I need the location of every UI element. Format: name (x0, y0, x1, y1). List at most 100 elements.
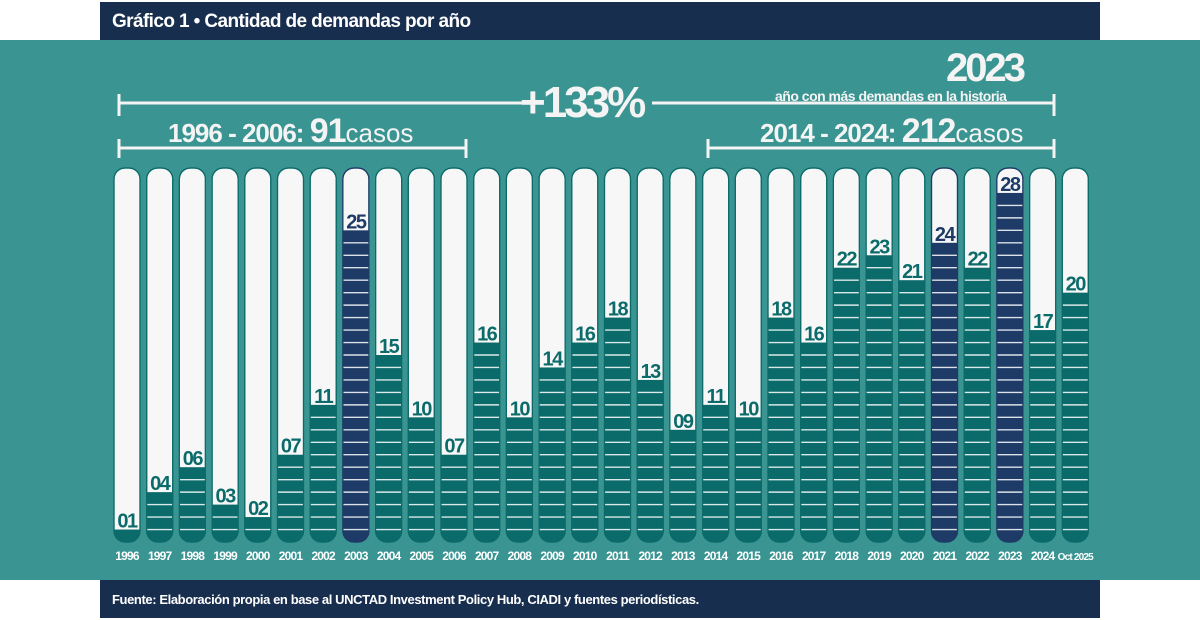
bar (702, 404, 729, 542)
bar-group: 20 Oct 2025 (1058, 167, 1095, 563)
source-note: Fuente: Elaboración propia en base al UN… (112, 592, 699, 607)
data-label: 10 (510, 398, 531, 420)
bar-group: 10 2005 (407, 167, 435, 563)
data-label: 03 (215, 486, 236, 508)
bar-outline (276, 167, 305, 543)
bar-fill-group (996, 192, 1023, 542)
bar-fill-group (1029, 330, 1056, 542)
bar-group: 18 2011 (603, 167, 632, 563)
data-label: 14 (542, 348, 564, 370)
bar-fill-group (1062, 292, 1089, 542)
period1-range: 1996 - 2006: (168, 118, 304, 148)
data-label: 16 (575, 324, 596, 346)
bar-group: 07 2006 (440, 167, 468, 563)
bar-fill-group (702, 404, 729, 542)
bar-outline (571, 167, 599, 543)
bars: 01 1996 04 1997 06 1998 03 1999 02 2000 07 2001 11 20… (113, 167, 1095, 563)
data-label: 24 (935, 224, 957, 246)
bar-outline (178, 167, 206, 543)
bar-group: 09 2013 (669, 167, 697, 563)
bar (114, 529, 140, 542)
x-tick-label: 1997 (148, 549, 173, 563)
bar (637, 379, 664, 542)
data-label: 10 (412, 398, 433, 420)
bar-outline (669, 167, 697, 543)
data-label: 07 (444, 436, 465, 458)
bar-outline (538, 167, 566, 543)
period-brackets (117, 94, 1056, 158)
bar-fill-group (604, 317, 631, 542)
x-tick-label: 2019 (867, 549, 892, 563)
x-tick-label: 2012 (638, 549, 663, 563)
x-tick-label: 2009 (540, 549, 565, 563)
x-tick-label: 1999 (213, 549, 238, 563)
period2-range: 2014 - 2024: (760, 118, 896, 148)
bar-group: 10 2008 (505, 167, 533, 563)
bar-fill-group (964, 267, 991, 542)
bar-group: 11 2002 (309, 167, 337, 563)
period1-unit: casos (345, 118, 414, 148)
bar-fill-group (114, 529, 140, 542)
bar-fill-group (735, 417, 762, 542)
bar-group: 04 1997 (146, 167, 173, 563)
bar (669, 429, 696, 542)
x-tick-label: 2018 (835, 549, 860, 563)
bar (898, 280, 925, 542)
data-label: 10 (739, 398, 760, 420)
bar-group: 03 1999 (211, 167, 239, 563)
bar-group: 14 2009 (538, 167, 566, 563)
bar (277, 454, 304, 542)
period1-label: 1996 - 2006: 91casos (168, 112, 413, 151)
growth-label: +133% (520, 78, 646, 127)
period2-unit: casos (955, 118, 1024, 148)
x-tick-label: 2017 (802, 549, 827, 563)
bar-outline (898, 167, 926, 543)
bar-fill-group (669, 429, 696, 542)
data-label: 13 (641, 361, 662, 383)
bar-group: 23 2019 (865, 167, 893, 563)
bar-outline (636, 167, 664, 543)
bar-fill-group (408, 417, 435, 542)
x-tick-label: 2024 (1031, 549, 1056, 563)
data-label: 07 (281, 436, 302, 458)
x-tick-label: 2002 (311, 549, 336, 563)
x-tick-label: 2022 (965, 549, 990, 563)
data-label: 18 (771, 299, 792, 321)
data-label: 20 (1066, 274, 1087, 296)
x-tick-label: 2004 (377, 549, 402, 563)
bar-outline (963, 167, 991, 543)
x-tick-label: 2007 (475, 549, 500, 563)
data-label: 02 (248, 498, 269, 520)
bar-fill-group (506, 417, 533, 542)
bar-outline (309, 167, 337, 543)
bar-outline (767, 167, 795, 543)
data-label: 11 (314, 386, 334, 408)
bar-fill-group (473, 342, 500, 542)
x-tick-label: 2005 (410, 549, 435, 563)
x-tick-label: 2010 (573, 549, 598, 563)
bar-outline (113, 167, 141, 543)
data-label: 06 (183, 448, 204, 470)
bar-group: 17 2024 (1028, 167, 1056, 563)
bar-fill-group (310, 404, 337, 542)
period1-total: 91 (309, 112, 347, 150)
data-label: 28 (1000, 174, 1021, 196)
data-label: 16 (804, 324, 825, 346)
bar-outline (800, 167, 828, 543)
x-tick-label: 2000 (246, 549, 271, 563)
bar-fill-group (375, 355, 402, 542)
bar-outline (996, 167, 1024, 543)
bar-fill-group (244, 517, 271, 542)
x-tick-label: 2016 (769, 549, 794, 563)
bar-fill-group (637, 379, 664, 542)
x-tick-label: 2006 (442, 549, 467, 563)
bar-fill-group (539, 367, 566, 542)
bar-outline (473, 167, 501, 543)
bar-group: 24 2021 (930, 167, 958, 563)
bar-fill-group (866, 255, 893, 542)
data-label: 09 (673, 411, 694, 433)
bar-fill-group (800, 342, 827, 542)
bar (866, 255, 893, 542)
record-year: 2023 (946, 46, 1026, 90)
chart-title: Gráfico 1 • Cantidad de demandas por año (112, 11, 471, 32)
